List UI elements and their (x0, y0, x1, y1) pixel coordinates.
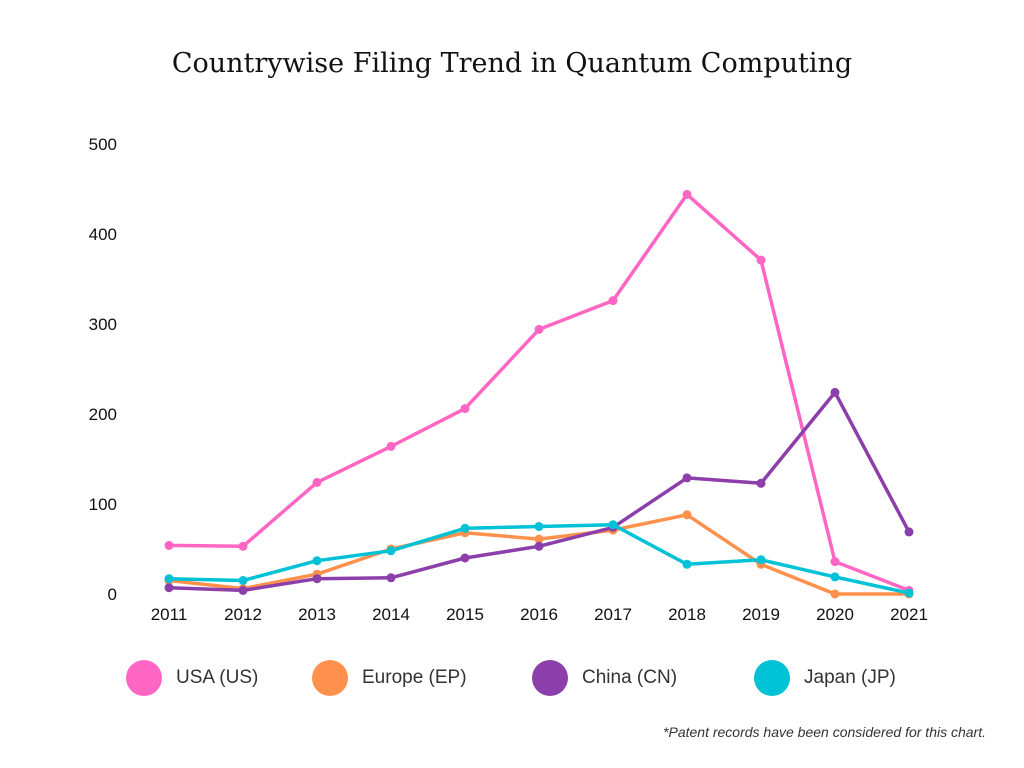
chart-title: Countrywise Filing Trend in Quantum Comp… (171, 48, 853, 79)
series-layer (164, 189, 914, 599)
data-point-usa (682, 189, 692, 199)
data-point-china (534, 541, 544, 551)
legend-item-usa: USA (US) (126, 660, 258, 696)
y-tick-label: 400 (89, 225, 117, 244)
y-tick-label: 0 (108, 585, 117, 604)
data-point-japan (682, 559, 692, 569)
x-tick-label: 2014 (372, 605, 410, 624)
x-tick-label: 2020 (816, 605, 854, 624)
y-tick-label: 300 (89, 315, 117, 334)
data-point-europe (830, 589, 840, 599)
series-japan (164, 520, 914, 598)
x-tick-label: 2019 (742, 605, 780, 624)
data-point-china (164, 583, 174, 593)
y-tick-label: 200 (89, 405, 117, 424)
x-tick-label: 2012 (224, 605, 262, 624)
x-tick-label: 2017 (594, 605, 632, 624)
x-tick-label: 2013 (298, 605, 336, 624)
data-point-usa (608, 296, 618, 306)
y-tick-label: 500 (89, 135, 117, 154)
data-point-japan (756, 555, 766, 565)
legend-swatch-china (532, 660, 568, 696)
legend-item-europe: Europe (EP) (312, 660, 467, 696)
data-point-japan (534, 522, 544, 531)
x-tick-label: 2011 (151, 605, 188, 624)
data-point-japan (830, 572, 840, 582)
legend-label-europe: Europe (EP) (362, 667, 467, 688)
x-tick-label: 2015 (446, 605, 484, 624)
legend-label-japan: Japan (JP) (804, 667, 896, 688)
data-point-usa (164, 540, 174, 550)
data-point-japan (460, 523, 470, 533)
legend-item-japan: Japan (JP) (754, 660, 896, 696)
data-point-japan (238, 576, 248, 585)
data-point-china (386, 573, 396, 583)
x-tick-label: 2016 (520, 605, 558, 624)
data-point-europe (682, 510, 692, 520)
legend-item-china: China (CN) (532, 660, 677, 696)
chart-footnote: *Patent records have been considered for… (663, 724, 986, 740)
legend-swatch-usa (126, 660, 162, 696)
data-point-usa (386, 441, 396, 451)
data-point-europe (534, 534, 544, 544)
data-point-china (460, 553, 470, 563)
x-tick-label: 2021 (890, 605, 928, 624)
data-point-china (312, 574, 322, 584)
legend-swatch-europe (312, 660, 348, 696)
data-point-japan (386, 546, 396, 556)
legend-label-usa: USA (US) (176, 667, 259, 688)
data-point-usa (238, 541, 248, 551)
series-usa (164, 189, 914, 595)
data-point-japan (904, 588, 914, 598)
legend-swatch-japan (754, 660, 790, 696)
data-point-china (830, 387, 840, 397)
data-point-china (238, 585, 248, 595)
y-tick-label: 100 (89, 495, 117, 514)
data-point-usa (830, 557, 840, 567)
data-point-china (904, 527, 914, 537)
data-point-usa (534, 324, 544, 334)
data-point-china (756, 478, 766, 488)
series-line-china (167, 390, 911, 593)
data-point-usa (756, 255, 766, 265)
data-point-china (682, 473, 692, 483)
data-point-japan (164, 574, 174, 584)
x-axis-ticks: 2011 2012 2013 2014 2015 2016 2017 2018 2019 2020… (151, 605, 928, 624)
data-point-usa (460, 404, 470, 414)
data-point-usa (312, 477, 322, 487)
y-axis-ticks: 0 100 200 300 400 500 (89, 135, 117, 604)
x-tick-label: 2018 (668, 605, 706, 624)
data-point-japan (312, 556, 322, 566)
series-china (164, 387, 914, 595)
data-point-japan (608, 520, 618, 530)
legend-label-china: China (CN) (582, 667, 678, 688)
